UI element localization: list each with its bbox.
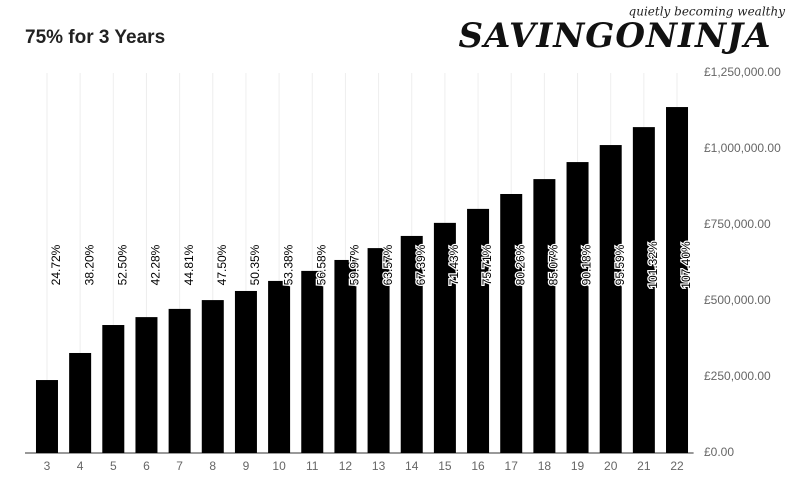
x-tick-label: 17 <box>505 459 519 473</box>
x-tick-label: 18 <box>538 459 552 473</box>
y-tick-label: £250,000.00 <box>704 369 771 383</box>
x-tick-label: 6 <box>143 459 150 473</box>
bar-label: 44.81% <box>182 244 196 285</box>
bar-label: 85.07% <box>547 244 561 285</box>
bar <box>268 280 291 453</box>
bar <box>168 308 191 453</box>
x-tick-label: 3 <box>44 459 51 473</box>
x-tick-label: 16 <box>471 459 485 473</box>
y-tick-label: £1,250,000.00 <box>704 65 781 79</box>
x-tick-label: 5 <box>110 459 117 473</box>
bar-label: 50.35% <box>248 244 262 285</box>
bar <box>632 127 655 453</box>
y-tick-label: £0.00 <box>704 445 734 459</box>
bar-label: 95.59% <box>613 244 627 285</box>
x-tick-label: 10 <box>272 459 286 473</box>
bar <box>566 162 589 453</box>
bar-label: 107.40% <box>679 241 693 289</box>
bar-label: 42.28% <box>149 244 163 285</box>
bar <box>234 290 257 453</box>
y-tick-label: £1,000,000.00 <box>704 141 781 155</box>
bar-label: 59.97% <box>348 244 362 285</box>
bar <box>433 222 456 453</box>
bar <box>367 248 390 453</box>
y-tick-label: £750,000.00 <box>704 217 771 231</box>
bar-label: 90.18% <box>580 244 594 285</box>
y-tick-label: £500,000.00 <box>704 293 771 307</box>
bar-label: 63.57% <box>381 244 395 285</box>
x-tick-label: 19 <box>571 459 585 473</box>
bar <box>201 300 224 453</box>
x-tick-label: 9 <box>243 459 250 473</box>
tagline: quietly becoming wealthy <box>629 5 786 19</box>
bar <box>599 145 622 453</box>
bar-label: 52.50% <box>115 244 129 285</box>
bar <box>400 235 423 453</box>
bar <box>301 270 324 453</box>
x-tick-label: 21 <box>637 459 651 473</box>
x-tick-label: 15 <box>438 459 452 473</box>
bar-label: 24.72% <box>49 244 63 285</box>
bar-label: 53.38% <box>281 244 295 285</box>
x-tick-label: 4 <box>77 459 84 473</box>
bar <box>102 325 125 453</box>
x-tick-label: 11 <box>306 459 319 473</box>
bar <box>35 380 58 453</box>
x-tick-label: 20 <box>604 459 618 473</box>
bar <box>533 179 556 453</box>
bar <box>135 317 158 453</box>
bar <box>467 208 490 453</box>
bar-label: 38.20% <box>82 244 96 285</box>
x-tick-label: 12 <box>339 459 353 473</box>
bar <box>69 352 92 453</box>
x-tick-label: 14 <box>405 459 419 473</box>
bar-label: 80.26% <box>513 244 527 285</box>
bar-label: 56.58% <box>314 244 328 285</box>
bar-label: 47.50% <box>215 244 229 285</box>
logo: SAVINGONINJA <box>458 16 771 56</box>
bar <box>500 193 523 453</box>
bar-label: 75.71% <box>480 244 494 285</box>
bar <box>666 107 689 453</box>
x-tick-label: 8 <box>209 459 216 473</box>
bar-label: 67.39% <box>414 244 428 285</box>
bar <box>334 259 357 453</box>
x-tick-label: 7 <box>176 459 183 473</box>
x-tick-label: 22 <box>670 459 684 473</box>
chart-title: 75% for 3 Years <box>25 27 165 48</box>
bar-label: 101.32% <box>646 241 660 289</box>
bar-label: 71.43% <box>447 244 461 285</box>
x-tick-label: 13 <box>372 459 386 473</box>
